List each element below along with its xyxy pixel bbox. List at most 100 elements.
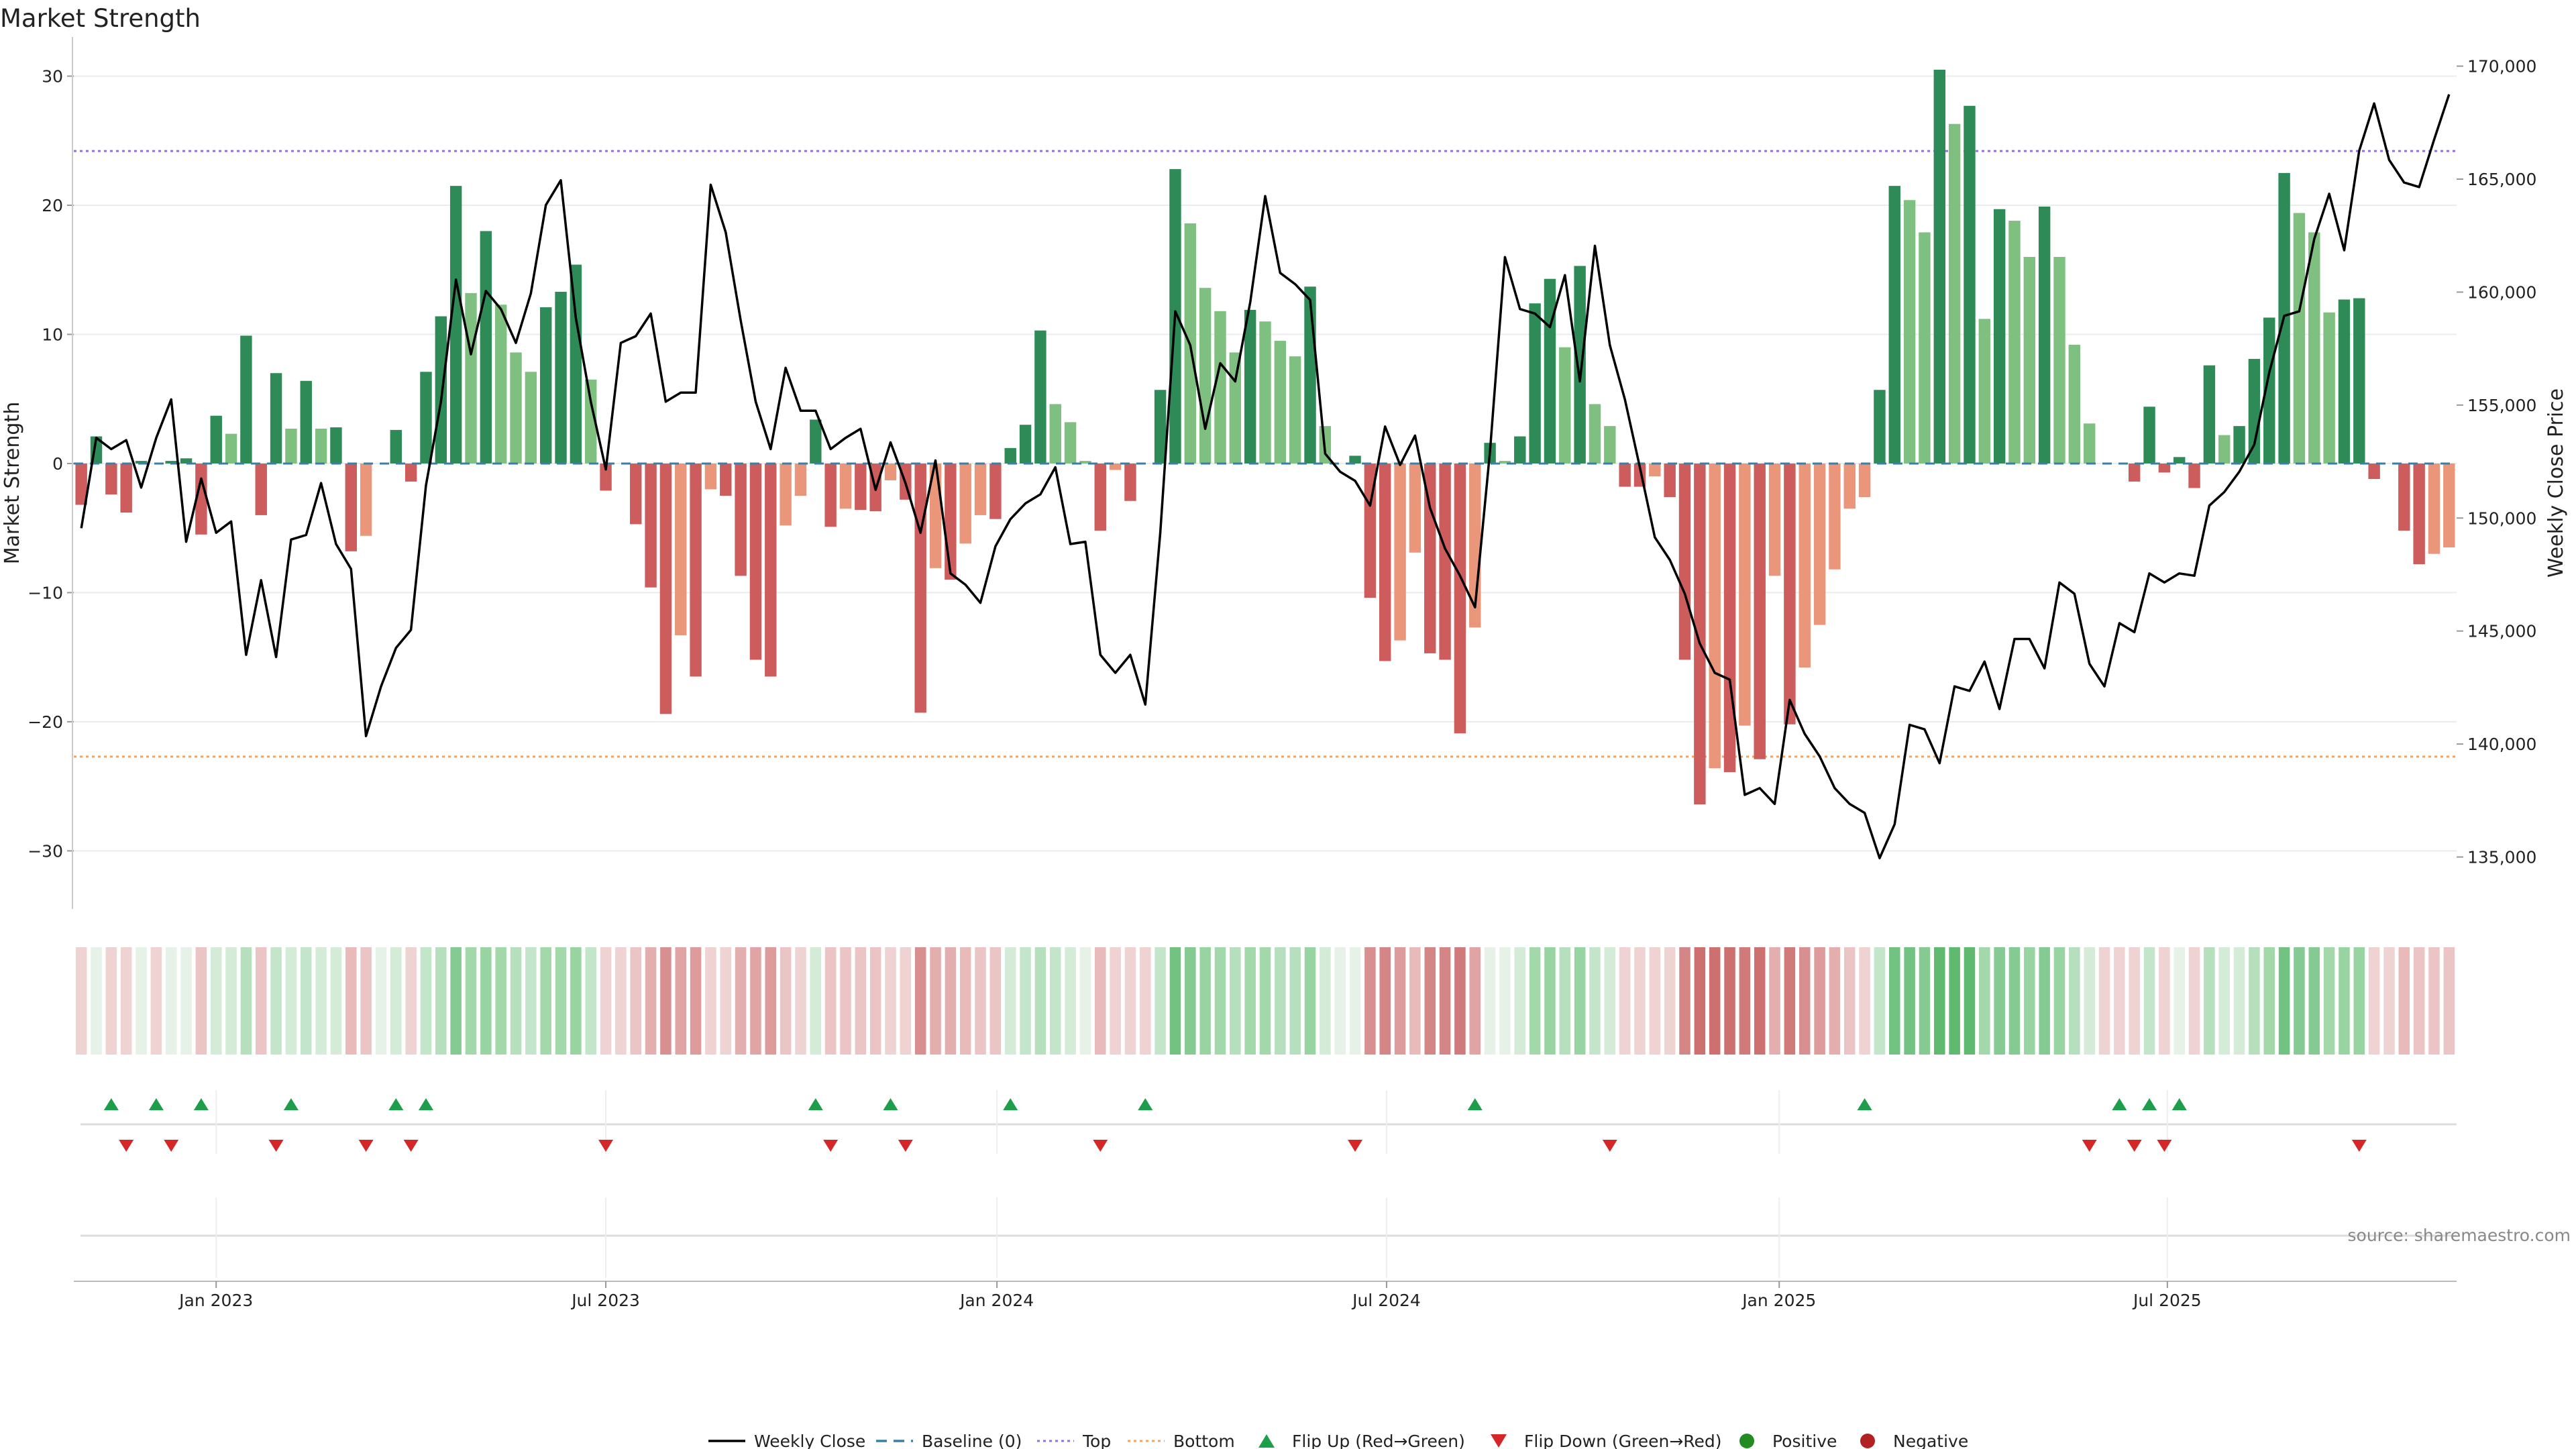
strip-cell (165, 947, 177, 1055)
right-tick-label: 170,000 (2467, 57, 2536, 76)
strength-bar (735, 463, 747, 576)
strip-cell (2098, 947, 2110, 1055)
strip-cell (315, 947, 327, 1055)
strength-bar (390, 429, 402, 464)
left-tick-label: −30 (28, 841, 63, 861)
strength-bar (210, 415, 222, 464)
strength-bar (345, 463, 357, 551)
flip-up-marker (148, 1098, 164, 1110)
strength-bar (2428, 463, 2440, 554)
strip-cell (570, 947, 582, 1055)
flip-up-marker (283, 1098, 299, 1110)
strip-cell (1394, 947, 1406, 1055)
strip-cell (1769, 947, 1780, 1055)
strip-cell (2159, 947, 2170, 1055)
strength-bar (2443, 463, 2455, 548)
strip-cell (360, 947, 372, 1055)
strength-bar (914, 463, 926, 713)
strength-bar (1574, 266, 1586, 464)
strength-bar (1259, 321, 1271, 464)
strip-cell (1185, 947, 1196, 1055)
strip-cell (1124, 947, 1136, 1055)
strip-cell (2129, 947, 2140, 1055)
strength-bar (300, 380, 312, 464)
date-tick-label: Jan 2024 (959, 1291, 1034, 1310)
strip-cell (989, 947, 1002, 1055)
weekly-close-line (80, 94, 2451, 859)
date-axis: Jan 2023 Jul 2023 Jan 2024 Jul 2024 Jan 2025… (74, 1281, 2457, 1310)
strip-cell (2368, 947, 2380, 1055)
strip-cell (2114, 947, 2125, 1055)
strength-bar (1304, 286, 1316, 464)
strength-bar (240, 335, 252, 464)
right-tick-label: 165,000 (2467, 170, 2536, 189)
strength-bar (420, 372, 432, 464)
flip-down-marker (2082, 1140, 2097, 1152)
strength-bar (1768, 463, 1781, 576)
date-tick-label: Jul 2024 (1351, 1291, 1421, 1310)
strip-cell (2323, 947, 2335, 1055)
strip-cell (1724, 947, 1735, 1055)
strength-bar (1349, 455, 1361, 464)
strength-bar (1604, 426, 1616, 464)
strip-cell (1439, 947, 1451, 1055)
strip-cell (1499, 947, 1511, 1055)
strip-cell (465, 947, 477, 1055)
strength-bar (449, 186, 462, 464)
strip-cell (1275, 947, 1286, 1055)
strength-bar (510, 352, 522, 464)
right-tick-label: 135,000 (2467, 848, 2536, 867)
strength-bar (255, 463, 267, 515)
flip-up-marker (2171, 1098, 2187, 1110)
strength-bar (884, 463, 897, 480)
strip-cell (914, 947, 926, 1055)
strip-cell (2413, 947, 2425, 1055)
strip-cell (2353, 947, 2365, 1055)
left-tick-label: 10 (42, 325, 63, 344)
strength-bar (1154, 390, 1167, 464)
strength-bar (1244, 309, 1256, 464)
flip-down-marker (358, 1140, 374, 1152)
weekly-close-series (80, 94, 2451, 859)
strength-bar (2338, 299, 2351, 464)
strip-cell (2294, 947, 2305, 1055)
flip-markers (80, 1090, 2457, 1154)
strip-cell (1529, 947, 1541, 1055)
strip-cell (540, 947, 551, 1055)
strip-cell (1094, 947, 1106, 1055)
strip-cell (1289, 947, 1301, 1055)
strip-cell (660, 947, 672, 1055)
strip-cell (795, 947, 806, 1055)
flip-up-marker (388, 1098, 404, 1110)
strip-cell (810, 947, 822, 1055)
strip-cell (1349, 947, 1361, 1055)
flip-up-marker (103, 1098, 119, 1110)
strip-cell (930, 947, 941, 1055)
strength-bar (2398, 463, 2410, 531)
strip-cell (885, 947, 896, 1055)
strip-cell (1004, 947, 1016, 1055)
strip-cell (1169, 947, 1181, 1055)
flip-up-marker (1467, 1098, 1483, 1110)
strip-cell (225, 947, 237, 1055)
strip-cell (765, 947, 777, 1055)
strength-bar (2233, 426, 2245, 464)
flip-up-marker (1138, 1098, 1153, 1110)
legend-negative-label: Negative (1893, 1432, 1968, 1449)
strip-cell (1049, 947, 1061, 1055)
legend-flip-down-swatch (1491, 1434, 1507, 1448)
strip-cell (2069, 947, 2080, 1055)
strip-cell (105, 947, 117, 1055)
strip-cell (1664, 947, 1676, 1055)
strength-bar (360, 463, 372, 536)
strength-bar (1199, 288, 1212, 464)
strength-bar (2308, 232, 2320, 464)
left-tick-label: 0 (52, 454, 63, 474)
strip-cell (1799, 947, 1811, 1055)
strength-bar (2218, 435, 2231, 464)
strip-cell (1829, 947, 1841, 1055)
right-tick-label: 140,000 (2467, 735, 2536, 754)
strength-bar (225, 433, 237, 464)
strip-cell (270, 947, 282, 1055)
